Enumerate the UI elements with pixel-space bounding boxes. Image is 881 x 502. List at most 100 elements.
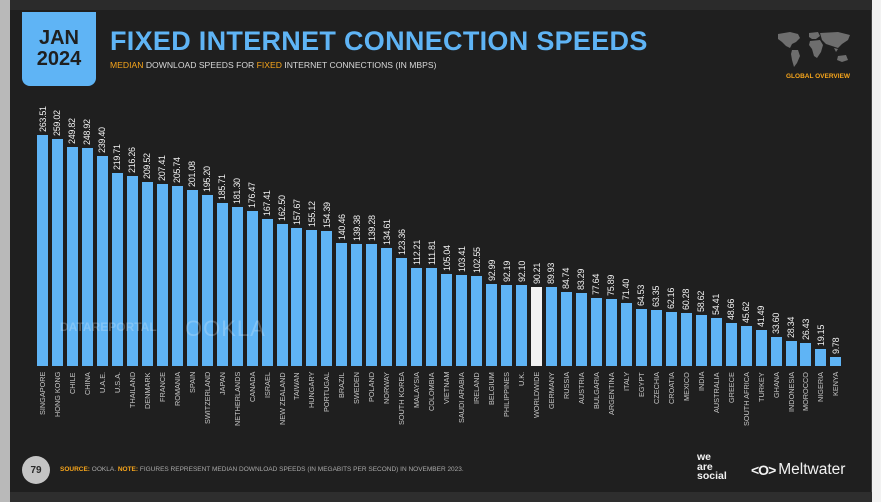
bar-singapore [37,135,48,366]
bar-spain [186,189,198,366]
bar-value-label: 154.39 [321,201,332,228]
bar-morocco [800,342,812,366]
category-label: CZECHIA [651,371,661,404]
bar-austria [575,292,587,366]
bar-kenya [830,357,842,366]
bar-value-label: 181.30 [232,178,243,205]
bar-chile [66,147,78,366]
category-label: SOUTH KOREA [397,371,407,425]
source-note: SOURCE: OOKLA. NOTE: FIGURES REPRESENT M… [60,466,464,473]
bar-value-label: 63.35 [651,286,662,308]
bar-value-label: 28.34 [786,317,796,339]
category-label: IRELAND [472,372,482,404]
bar-value-label: 64.53 [636,285,647,307]
bar-value-label: 139.28 [366,215,377,241]
bar-value-label: 259.02 [52,110,63,136]
bar-hungary [306,230,318,366]
bar-value-label: 185.71 [217,174,228,201]
category-label: PORTUGAL [322,371,332,412]
bar-italy [620,303,632,366]
bar-value-label: 167.41 [262,190,273,217]
bar-argentina [605,299,617,366]
bar-value-label: 112.21 [411,239,422,265]
bar-value-label: 92.99 [486,260,497,282]
bar-israel [261,219,273,366]
category-label: NORWAY [382,372,392,404]
bar-value-label: 89.93 [546,263,557,285]
category-label: SAUDI ARABIA [457,372,467,423]
category-label: NETHERLANDS [232,371,242,426]
bar-new-zealand [276,223,288,366]
category-label: GHANA [771,372,781,398]
bar-thailand [126,176,138,366]
bar-value-label: 157.67 [291,199,302,225]
page-number: 79 [22,456,50,484]
bar-value-label: 92.19 [501,261,512,283]
bar-value-label: 239.40 [97,127,108,154]
category-label: RUSSIA [561,371,571,399]
bar-value-label: 219.71 [112,144,123,171]
category-label: SPAIN [187,371,197,393]
bar-vietnam [441,273,453,366]
bar-croatia [665,311,677,366]
bar-brazil [336,242,348,366]
bar-value-label: 83.29 [576,268,587,290]
bar-value-label: 90.21 [531,262,542,284]
category-label: GERMANY [546,372,556,409]
bar-value-label: 77.64 [591,273,602,295]
category-label: WORLDWIDE [532,371,541,418]
bar-value-label: 9.78 [830,338,841,355]
bar-south-africa [740,326,752,366]
bar-value-label: 58.62 [696,290,707,312]
bar-india [695,314,707,366]
category-label: INDONESIA [786,371,796,412]
bar-germany [545,287,557,366]
category-label: MEXICO [681,372,691,401]
bar-value-label: 209.52 [142,153,153,180]
category-label: ARGENTINA [606,372,616,415]
datareportal-watermark: DATAREPORTAL [60,320,157,334]
category-label: FRANCE [157,372,167,402]
category-label: SOUTH AFRICA [741,372,751,426]
date-month: JAN [38,27,79,49]
ookla-watermark: OOKLA [185,316,266,341]
bar-value-label: 205.74 [172,156,183,183]
bar-value-label: 263.51 [37,106,48,132]
category-label: THAILAND [127,371,137,408]
bar-u-s-a [111,173,123,366]
window-top-edge [10,0,872,10]
category-label: DENMARK [142,372,152,410]
bar-china [81,147,93,366]
meltwater-icon: <O> [751,462,776,478]
category-label: NEW ZEALAND [277,372,287,425]
bar-value-label: 75.89 [606,275,617,297]
category-label: INDIA [696,371,706,391]
bar-value-label: 92.10 [516,261,527,283]
bar-value-label: 71.40 [621,279,632,301]
bar-value-label: 140.46 [336,214,347,240]
bar-value-label: 123.36 [396,229,407,255]
category-label: SWEDEN [352,371,362,404]
bar-value-label: 19.15 [815,325,826,347]
bar-value-label: 33.60 [771,312,782,334]
bar-philippines [501,285,513,366]
bar-czechia [650,310,662,366]
bar-value-label: 249.82 [67,118,78,144]
date-year: 2024 [36,48,82,70]
bar-value-label: 60.28 [681,289,692,311]
bar-malaysia [411,267,423,366]
category-label: TAIWAN [292,372,302,400]
bar-greece [725,323,737,366]
bar-sweden [351,243,363,366]
meltwater-logo: <O> Meltwater [751,461,846,478]
category-label: COLOMBIA [427,372,437,411]
bar-u-k [516,285,528,366]
bar-value-label: 176.47 [247,182,258,209]
bar-value-label: 201.08 [187,160,198,187]
category-label: AUSTRALIA [711,372,721,413]
page-subtitle: MEDIAN DOWNLOAD SPEEDS FOR FIXED INTERNE… [110,60,437,70]
category-label: BRAZIL [337,372,347,398]
category-label: MOROCCO [801,372,811,411]
bar-nigeria [815,349,827,366]
bar-turkey [755,329,767,366]
